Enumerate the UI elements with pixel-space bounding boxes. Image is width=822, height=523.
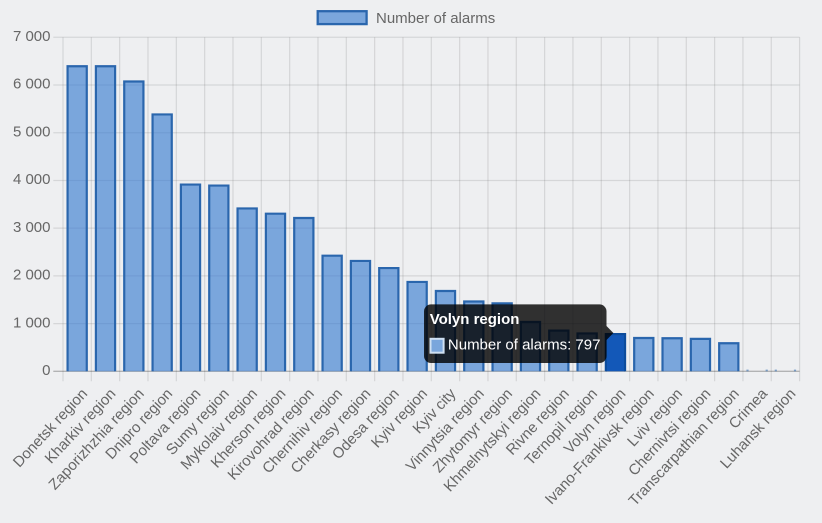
svg-text:1 000: 1 000 xyxy=(13,314,51,331)
svg-text:Volyn region: Volyn region xyxy=(430,311,520,328)
svg-text:Number of alarms: 797: Number of alarms: 797 xyxy=(448,336,601,353)
svg-text:5 000: 5 000 xyxy=(13,123,51,140)
svg-text:7 000: 7 000 xyxy=(13,28,51,45)
svg-text:0: 0 xyxy=(42,362,50,379)
svg-text:6 000: 6 000 xyxy=(13,76,51,93)
svg-text:3 000: 3 000 xyxy=(13,219,51,236)
svg-text:2 000: 2 000 xyxy=(13,267,51,284)
svg-text:4 000: 4 000 xyxy=(13,171,51,188)
svg-text:Number of alarms: Number of alarms xyxy=(376,10,495,27)
